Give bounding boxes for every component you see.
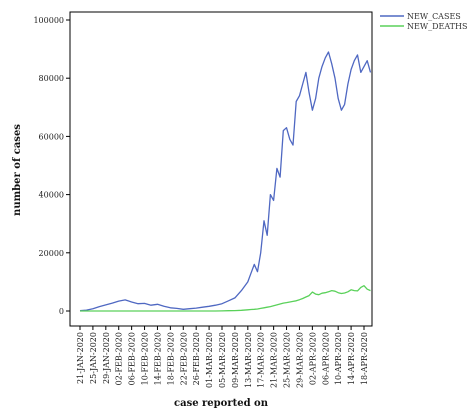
x-tick-label-19: 06-APR-2020 bbox=[321, 332, 330, 385]
x-tick-label-11: 05-MAR-2020 bbox=[218, 332, 227, 388]
x-tick-label-6: 14-FEB-2020 bbox=[153, 332, 162, 385]
x-tick-label-13: 13-MAR-2020 bbox=[244, 332, 253, 388]
x-tick-label-1: 25-JAN-2020 bbox=[89, 332, 98, 384]
series-line-new-cases bbox=[79, 51, 372, 312]
x-axis-title: case reported on bbox=[174, 398, 269, 409]
x-tick-label-2: 29-JAN-2020 bbox=[102, 332, 111, 384]
x-tick-label-3: 02-FEB-2020 bbox=[115, 332, 124, 385]
y-tick-label-1: 20000 bbox=[39, 249, 64, 258]
x-tick-label-7: 18-FEB-2020 bbox=[166, 332, 175, 385]
x-tick-label-5: 10-FEB-2020 bbox=[141, 332, 150, 385]
y-axis-title: number of cases bbox=[12, 124, 23, 216]
x-axis-ticks: 21-JAN-2020 25-JAN-2020 29-JAN-2020 02-FEB-… bbox=[76, 326, 369, 388]
legend-label-0: NEW_CASES bbox=[407, 12, 461, 21]
x-tick-label-14: 17-MAR-2020 bbox=[257, 332, 266, 388]
series-layer bbox=[79, 51, 372, 312]
x-tick-label-16: 25-MAR-2020 bbox=[283, 332, 292, 388]
y-tick-label-3: 60000 bbox=[39, 132, 64, 141]
x-tick-label-12: 09-MAR-2020 bbox=[231, 332, 240, 388]
x-tick-label-0: 21-JAN-2020 bbox=[76, 332, 85, 384]
y-tick-label-4: 80000 bbox=[39, 74, 64, 83]
x-tick-label-17: 29-MAR-2020 bbox=[295, 332, 304, 388]
x-tick-label-15: 21-MAR-2020 bbox=[270, 332, 279, 388]
y-tick-label-2: 40000 bbox=[39, 191, 64, 200]
y-axis-ticks: 0 20000 40000 60000 80000 100000 bbox=[33, 16, 70, 316]
x-tick-label-9: 26-FEB-2020 bbox=[192, 332, 201, 385]
x-tick-label-8: 22-FEB-2020 bbox=[179, 332, 188, 385]
y-tick-label-0: 0 bbox=[59, 307, 64, 316]
y-tick-label-5: 100000 bbox=[33, 16, 64, 25]
x-tick-label-20: 10-APR-2020 bbox=[334, 332, 343, 385]
x-tick-label-22: 18-APR-2020 bbox=[360, 332, 369, 385]
x-tick-label-4: 06-FEB-2020 bbox=[128, 332, 137, 385]
x-tick-label-10: 01-MAR-2020 bbox=[205, 332, 214, 388]
x-tick-label-21: 14-APR-2020 bbox=[347, 332, 356, 385]
legend-label-1: NEW_DEATHS bbox=[407, 22, 467, 31]
x-tick-label-18: 02-APR-2020 bbox=[308, 332, 317, 385]
plot-area bbox=[69, 11, 373, 327]
series-line-new-deaths bbox=[80, 285, 371, 312]
